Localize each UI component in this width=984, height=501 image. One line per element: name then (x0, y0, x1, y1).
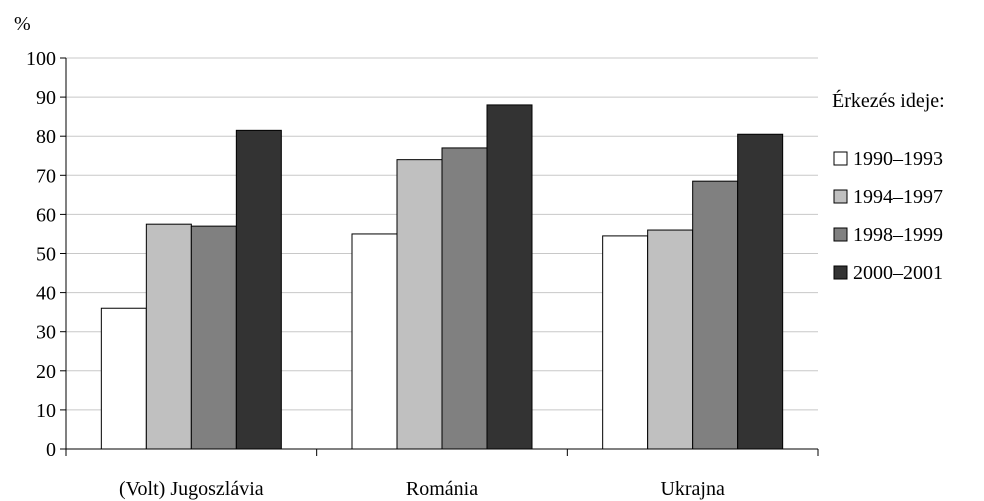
y-tick-label: 90 (36, 87, 56, 109)
bar (602, 235, 649, 450)
bar (692, 180, 739, 450)
y-axis-unit-label: % (14, 13, 31, 35)
y-tick-label: 20 (36, 361, 56, 383)
bar (351, 233, 398, 450)
y-tick-label: 60 (36, 204, 56, 226)
y-tick-label: 70 (36, 165, 56, 187)
legend-swatch (833, 265, 848, 280)
bar (647, 229, 694, 450)
legend-swatch (833, 189, 848, 204)
legend-title: Érkezés ideje: (832, 89, 945, 112)
bar (145, 223, 192, 450)
bar (737, 133, 784, 450)
bar (396, 159, 443, 450)
bar (190, 225, 237, 450)
category-label: Ukrajna (660, 478, 725, 500)
bar (441, 147, 488, 450)
legend-label: 1998–1999 (853, 224, 943, 246)
y-tick-label: 10 (36, 400, 56, 422)
bar (100, 307, 147, 450)
category-labels: (Volt) Jugoszlávia Románia Ukrajna (119, 478, 725, 500)
legend-label: 1990–1993 (853, 148, 943, 170)
category-label: Románia (406, 478, 478, 500)
legend-label: 1994–1997 (853, 186, 943, 208)
bar (235, 129, 282, 450)
y-tick-label: 0 (46, 439, 56, 461)
bar (486, 104, 533, 450)
y-tick-label: 80 (36, 126, 56, 148)
legend-swatch (833, 227, 848, 242)
legend-label: 2000–2001 (853, 262, 943, 284)
axes (60, 57, 819, 456)
y-tick-label: 40 (36, 283, 56, 305)
legend: Érkezés ideje: 1990–1993 1994–1997 1998–19… (832, 89, 945, 284)
y-tick-label: 30 (36, 322, 56, 344)
legend-swatch (833, 151, 848, 166)
bars (100, 104, 784, 450)
y-tick-label: 100 (26, 48, 56, 70)
category-label: (Volt) Jugoszlávia (119, 478, 264, 500)
y-tick-labels: 0 10 20 30 40 50 60 70 80 90 100 (26, 48, 56, 461)
y-tick-label: 50 (36, 244, 56, 266)
